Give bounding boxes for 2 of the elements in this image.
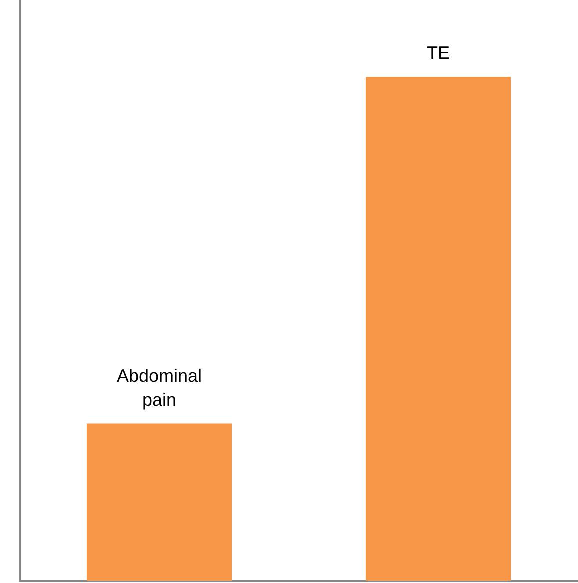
x-tick-label: Abdominal pain [116,366,202,410]
x-tick-label: TE [426,43,450,64]
